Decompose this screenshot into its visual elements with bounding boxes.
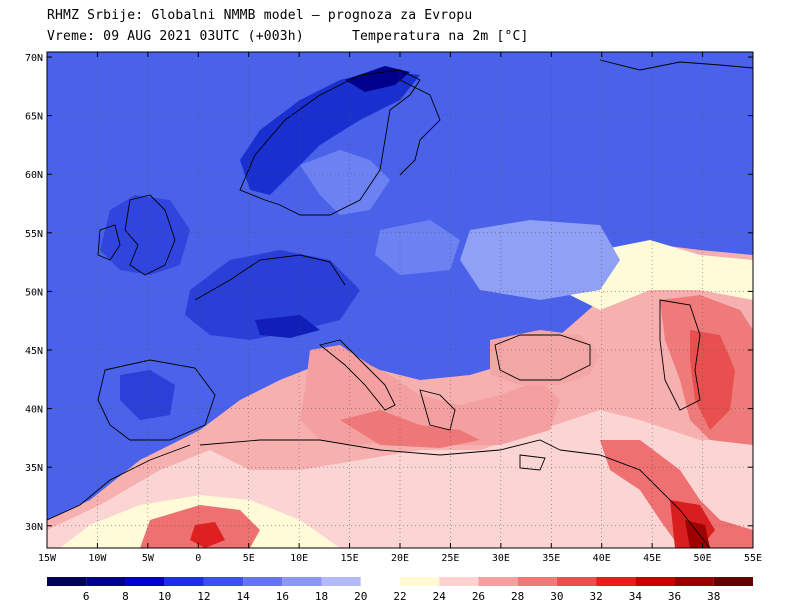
lon-label: 5W [142,553,155,564]
axis-ticks: 70N 65N 60N 55N 50N 45N 40N 35N 30N 15W 10W 5W 0 5E 10… [25,52,762,564]
lat-label: 50N [25,287,43,298]
lon-label: 40E [593,553,611,564]
colorbar-label: 34 [629,590,643,600]
colorbar-swatch [86,577,126,586]
colorbar-label: 26 [472,590,485,600]
lat-label: 45N [25,346,43,357]
variable-name: Temperatura na 2m [°C] [352,29,529,44]
colorbar-swatch [400,577,440,586]
lon-label: 15W [38,553,57,564]
colorbar-swatch [360,577,400,586]
lat-label: 40N [25,405,43,416]
lon-label: 15E [341,553,359,564]
lon-label: 5E [243,553,255,564]
lon-label: 45E [643,553,661,564]
colorbar-label: 30 [550,590,563,600]
lon-label: 30E [492,553,510,564]
colorbar-label: 12 [197,590,210,600]
colorbar-label: 28 [511,590,524,600]
graticule [47,52,753,548]
colorbar-swatch [243,577,283,586]
colorbar-swatch [556,577,597,586]
colorbar-label: 6 [83,590,90,600]
colorbar-swatch [596,577,636,586]
lon-label: 0 [195,553,201,564]
map-title: RHMZ Srbije: Globalni NMMB model — progn… [47,8,473,23]
colorbar-label: 14 [236,590,250,600]
coastlines [47,59,753,548]
lon-label: 10E [290,553,308,564]
colorbar-label: 38 [707,590,720,600]
colorbar-swatch [517,577,557,586]
lon-label: 55E [744,553,762,564]
colorbar-swatch [674,577,714,586]
lat-label: 35N [25,463,43,474]
colorbar-swatch [47,577,87,586]
colorbar-swatch [439,577,479,586]
lon-label: 35E [542,553,560,564]
lon-label: 25E [441,553,459,564]
lon-label: 20E [391,553,409,564]
colorbar-swatch [203,577,244,586]
colorbar-swatch [635,577,675,586]
lat-label: 55N [25,229,43,240]
colorbar-swatch [713,577,753,586]
lon-label: 10W [88,553,107,564]
colorbar-label: 16 [276,590,289,600]
colorbar-label: 24 [433,590,447,600]
lat-label: 65N [25,112,43,123]
color-scale-bar: 6 8 10 12 14 16 18 20 22 24 26 28 30 32 34 36 38 [47,577,753,600]
colorbar-label: 10 [158,590,171,600]
colorbar-swatch [478,577,518,586]
colorbar-label: 18 [315,590,328,600]
colorbar-swatch [164,577,204,586]
colorbar-swatch [125,577,165,586]
colorbar-swatch [282,577,322,586]
forecast-time: Vreme: 09 AUG 2021 03UTC (+003h) [47,29,304,44]
lon-label: 50E [694,553,712,564]
lat-label: 30N [25,522,43,533]
lat-label: 60N [25,170,43,181]
lat-label: 70N [25,53,43,64]
colorbar-label: 36 [668,590,681,600]
colorbar-label: 20 [354,590,367,600]
colorbar-label: 22 [393,590,406,600]
colorbar-label: 8 [122,590,129,600]
colorbar-label: 32 [589,590,602,600]
colorbar-swatch [321,577,361,586]
